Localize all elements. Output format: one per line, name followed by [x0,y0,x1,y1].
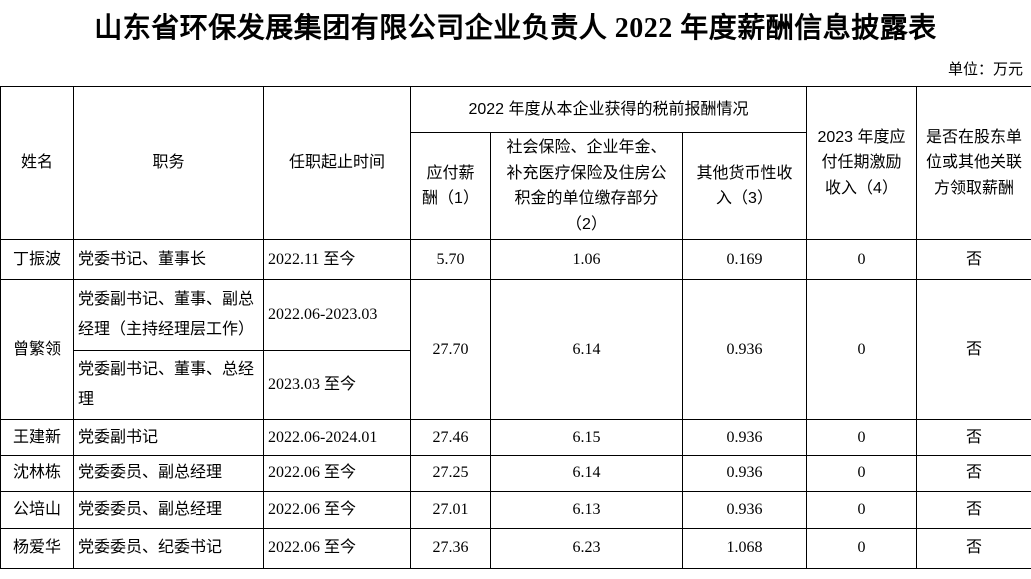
cell-payable: 27.70 [410,279,491,421]
cell-payable: 27.01 [410,490,491,529]
cell-social: 6.14 [490,455,683,492]
cell-name: 公培山 [0,490,74,529]
cell-payable: 27.46 [410,419,491,457]
cell-term: 2023.03 至今 [263,350,411,421]
header-row-group: 姓名 职务 任职起止时间 2022 年度从本企业获得的税前报酬情况 2023 年… [0,85,1031,241]
table-row: 党委副书记、董事、总经理 2023.03 至今 [1,350,1031,421]
header-row-detail: 应付薪酬（1） 社会保险、企业年金、补充医疗保险及住房公积金的单位缴存部分（2）… [1,131,1031,241]
cell-term: 2022.06-2023.03 [263,279,411,352]
cell-other-income: 0.936 [682,455,807,492]
page-title: 山东省环保发展集团有限公司企业负责人 2022 年度薪酬信息披露表 [94,13,937,44]
table-row: 曾繁领 党委副书记、董事、副总经理（主持经理层工作） 2022.06-2023.… [0,279,1031,421]
header-incentive-2023: 2023 年度应付任期激励收入（4） [806,85,917,241]
cell-other-income: 1.068 [682,527,807,569]
header-term: 任职起止时间 [263,85,411,241]
cell-position: 党委委员、副总经理 [73,455,264,492]
header-shareholder-pay: 是否在股东单位或其他关联方领取薪酬 [916,85,1031,241]
table-row: 王建新 党委副书记 2022.06-2024.01 27.46 6.15 0.9… [0,419,1031,457]
cell-name: 沈林栋 [0,455,74,492]
cell-social: 6.23 [490,527,683,569]
cell-incentive: 0 [806,455,917,492]
salary-disclosure-table: 姓名 职务 任职起止时间 2022 年度从本企业获得的税前报酬情况 2023 年… [0,85,1031,569]
cell-other-income: 0.936 [682,419,807,457]
header-name: 姓名 [0,85,74,241]
header-social-insurance: 社会保险、企业年金、补充医疗保险及住房公积金的单位缴存部分（2） [490,131,683,241]
cell-term: 2022.06 至今 [263,490,411,529]
cell-social: 6.13 [490,490,683,529]
cell-name: 王建新 [0,419,74,457]
cell-position: 党委副书记、董事、总经理 [73,350,264,421]
unit-note: 单位：万元 [947,62,1023,78]
cell-incentive: 0 [806,279,917,421]
header-position: 职务 [73,85,264,241]
cell-shareholder-pay: 否 [916,455,1031,492]
cell-position: 党委副书记 [73,419,264,457]
cell-name: 杨爱华 [0,527,74,569]
cell-position: 党委书记、董事长 [73,239,264,281]
cell-name: 丁振波 [0,239,74,281]
cell-position: 党委副书记、董事、副总经理（主持经理层工作） [73,279,264,352]
cell-incentive: 0 [806,527,917,569]
header-compensation-group: 2022 年度从本企业获得的税前报酬情况 [410,86,807,133]
table-row: 丁振波 党委书记、董事长 2022.11 至今 5.70 1.06 0.169 … [0,239,1031,281]
cell-payable: 27.25 [410,455,491,492]
cell-term: 2022.06 至今 [263,455,411,492]
cell-social: 6.14 [490,279,683,421]
header-payable-salary: 应付薪酬（1） [410,131,491,241]
cell-name: 曾繁领 [0,279,74,421]
cell-incentive: 0 [806,490,917,529]
cell-position: 党委委员、副总经理 [73,490,264,529]
cell-payable: 27.36 [410,527,491,569]
cell-term: 2022.06-2024.01 [263,419,411,457]
header-other-income: 其他货币性收入（3） [682,131,807,241]
cell-shareholder-pay: 否 [916,239,1031,281]
cell-social: 1.06 [490,239,683,281]
cell-payable: 5.70 [410,239,491,281]
cell-shareholder-pay: 否 [916,419,1031,457]
cell-other-income: 0.169 [682,239,807,281]
cell-incentive: 0 [806,419,917,457]
table-row: 杨爱华 党委委员、纪委书记 2022.06 至今 27.36 6.23 1.06… [0,527,1031,569]
table-row: 公培山 党委委员、副总经理 2022.06 至今 27.01 6.13 0.93… [0,490,1031,529]
table-row: 沈林栋 党委委员、副总经理 2022.06 至今 27.25 6.14 0.93… [0,455,1031,492]
cell-incentive: 0 [806,239,917,281]
cell-shareholder-pay: 否 [916,490,1031,529]
cell-term: 2022.06 至今 [263,527,411,569]
cell-shareholder-pay: 否 [916,279,1031,421]
cell-term: 2022.11 至今 [263,239,411,281]
cell-other-income: 0.936 [682,490,807,529]
cell-position: 党委委员、纪委书记 [73,527,264,569]
cell-other-income: 0.936 [682,279,807,421]
cell-shareholder-pay: 否 [916,527,1031,569]
cell-social: 6.15 [490,419,683,457]
